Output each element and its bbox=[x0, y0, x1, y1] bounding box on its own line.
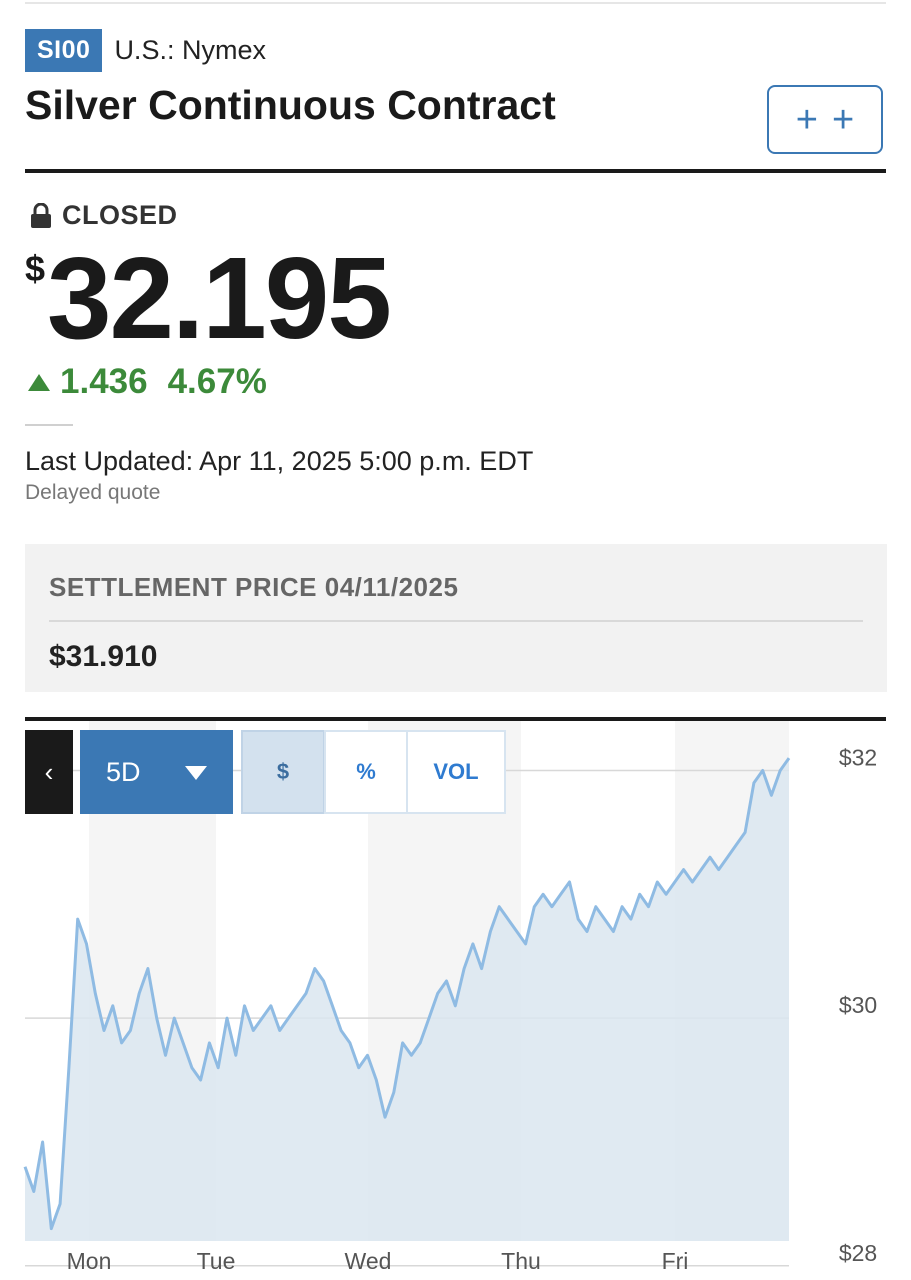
y-tick-label: $30 bbox=[839, 992, 877, 1018]
lock-icon bbox=[31, 202, 51, 228]
x-tick-label: Wed bbox=[345, 1248, 392, 1274]
page-title: Silver Continuous Contract bbox=[25, 82, 556, 128]
plus-icon: + bbox=[832, 98, 855, 141]
status-label: CLOSED bbox=[62, 200, 178, 230]
mode-dollar-button[interactable]: $ bbox=[241, 730, 325, 814]
settlement-panel: SETTLEMENT PRICE 04/11/2025 $31.910 bbox=[25, 544, 887, 692]
settlement-value: $31.910 bbox=[49, 640, 158, 673]
range-dropdown[interactable]: 5D bbox=[80, 730, 233, 814]
settlement-label: SETTLEMENT PRICE 04/11/2025 bbox=[49, 572, 459, 602]
x-tick-label: Mon bbox=[67, 1248, 112, 1274]
exchange-label: U.S.: Nymex bbox=[114, 35, 266, 65]
up-arrow-icon bbox=[28, 373, 50, 391]
chevron-left-icon: ‹ bbox=[44, 756, 54, 787]
short-divider bbox=[25, 424, 73, 426]
mode-volume-button[interactable]: VOL bbox=[406, 730, 506, 814]
change-percent: 4.67% bbox=[167, 362, 267, 401]
chart-divider bbox=[25, 717, 886, 721]
y-tick-label: $28 bbox=[839, 1240, 877, 1266]
last-price: 32.195 bbox=[47, 233, 392, 363]
top-divider bbox=[25, 2, 886, 4]
change-value: 1.436 bbox=[60, 362, 148, 401]
x-tick-label: Tue bbox=[197, 1248, 236, 1274]
y-tick-label: $32 bbox=[839, 745, 877, 771]
mode-percent-button[interactable]: % bbox=[324, 730, 408, 814]
price-change: 1.436 4.67% bbox=[28, 362, 267, 402]
x-tick-label: Fri bbox=[662, 1248, 689, 1274]
delayed-quote-note: Delayed quote bbox=[25, 481, 161, 504]
range-label: 5D bbox=[106, 756, 141, 787]
x-tick-label: Thu bbox=[501, 1248, 541, 1274]
price-display: $ 32.195 bbox=[25, 233, 392, 363]
settlement-divider bbox=[49, 620, 863, 622]
add-to-watchlist-button[interactable]: + + bbox=[767, 85, 883, 154]
header-divider bbox=[25, 169, 886, 173]
plus-icon: + bbox=[795, 98, 818, 141]
chart-series-line bbox=[23, 757, 791, 1231]
ticker-badge: SI00 bbox=[25, 29, 103, 72]
market-status: CLOSED bbox=[30, 200, 178, 231]
chart-back-button[interactable]: ‹ bbox=[25, 730, 73, 814]
symbol-header: SI00 U.S.: Nymex bbox=[25, 29, 266, 72]
chart-area-fill bbox=[25, 758, 789, 1241]
currency-symbol: $ bbox=[25, 248, 46, 289]
last-updated: Last Updated: Apr 11, 2025 5:00 p.m. EDT bbox=[25, 446, 534, 476]
caret-down-icon bbox=[185, 766, 207, 780]
